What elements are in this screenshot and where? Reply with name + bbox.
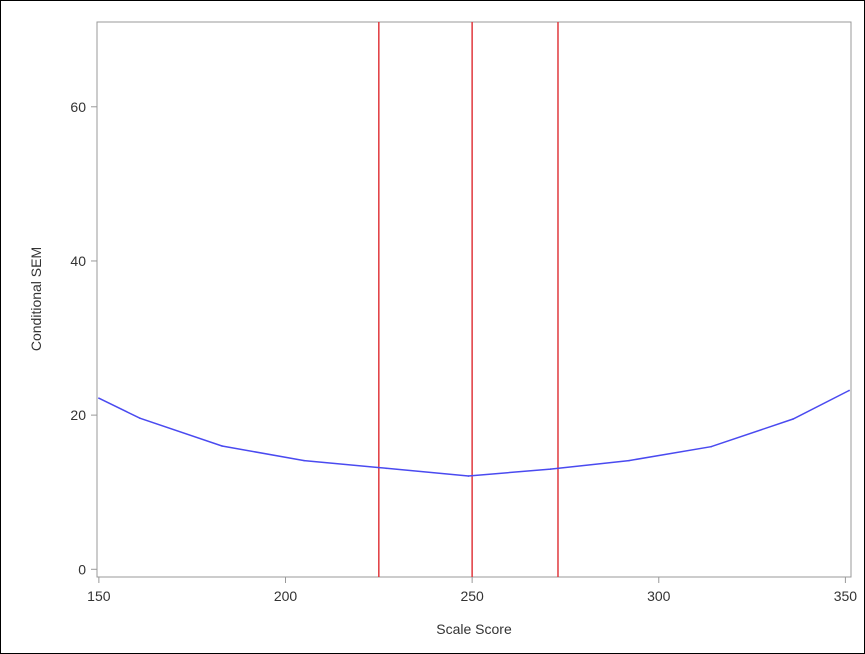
data-point (221, 445, 223, 447)
data-point (549, 468, 552, 470)
data-point (710, 445, 712, 448)
x-tick-label: 300 (647, 588, 671, 604)
y-tick-label: 0 (78, 561, 86, 577)
reference-lines (378, 22, 559, 577)
y-axis-title: Conditional SEM (28, 247, 44, 351)
data-point (848, 389, 850, 392)
data-point (792, 418, 794, 420)
x-tick-label: 250 (460, 588, 484, 604)
data-point (628, 459, 630, 462)
y-tick-label: 40 (70, 253, 86, 269)
data-point (385, 467, 388, 470)
data-point (303, 459, 305, 462)
data-point (98, 397, 100, 399)
x-tick-label: 350 (834, 588, 858, 604)
y-tick-label: 20 (70, 407, 86, 423)
series-layer (98, 389, 850, 477)
data-point (139, 417, 141, 420)
y-tick-label: 60 (70, 99, 86, 115)
x-axis: 150 200 250 300 350 (87, 577, 857, 604)
data-point (467, 475, 470, 477)
x-axis-title: Scale Score (436, 621, 512, 637)
x-tick-label: 200 (274, 588, 298, 604)
y-axis: 0 20 40 60 (70, 99, 97, 577)
plot-area (96, 21, 852, 578)
series-line-0 (98, 389, 850, 477)
x-tick-label: 150 (87, 588, 111, 604)
